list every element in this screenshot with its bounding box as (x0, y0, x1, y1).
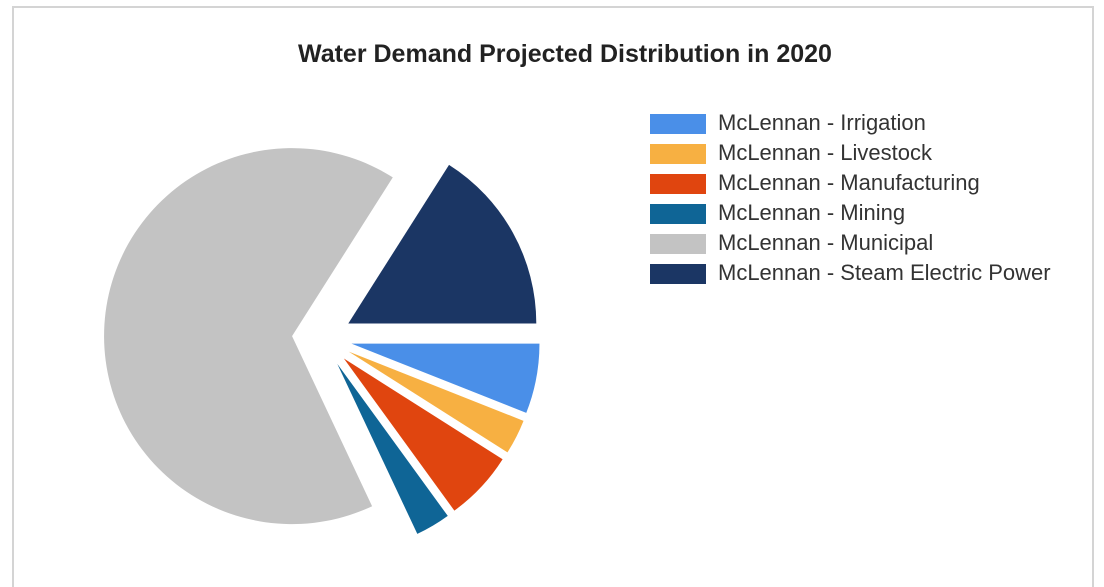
legend-swatch (650, 204, 706, 224)
pie-slice (343, 358, 503, 511)
legend-item: McLennan - Manufacturing (650, 170, 1058, 196)
pie-slice (348, 164, 537, 324)
pie-slice (104, 148, 393, 525)
legend-swatch (650, 144, 706, 164)
legend-item: McLennan - Livestock (650, 140, 1058, 166)
legend-swatch (650, 264, 706, 284)
legend-swatch (650, 174, 706, 194)
legend-item: McLennan - Irrigation (650, 110, 1058, 136)
legend-item: McLennan - Steam Electric Power (650, 260, 1058, 286)
legend-label: McLennan - Livestock (718, 140, 932, 165)
legend-label: McLennan - Municipal (718, 230, 934, 255)
legend-item: McLennan - Mining (650, 200, 1058, 226)
chart-title: Water Demand Projected Distribution in 2… (298, 40, 832, 68)
pie-slice (351, 343, 540, 413)
pie-slice (337, 363, 448, 534)
legend: McLennan - Irrigation McLennan - Livestoc… (650, 110, 1058, 290)
legend-label: McLennan - Steam Electric Power (718, 260, 1051, 285)
legend-swatch (650, 234, 706, 254)
legend-swatch (650, 114, 706, 134)
chart-frame (12, 6, 1094, 587)
legend-item: McLennan - Municipal (650, 230, 1058, 256)
legend-label: McLennan - Mining (718, 200, 906, 225)
legend-label: McLennan - Manufacturing (718, 170, 980, 195)
pie-slice (348, 351, 524, 453)
legend-label: McLennan - Irrigation (718, 110, 926, 135)
